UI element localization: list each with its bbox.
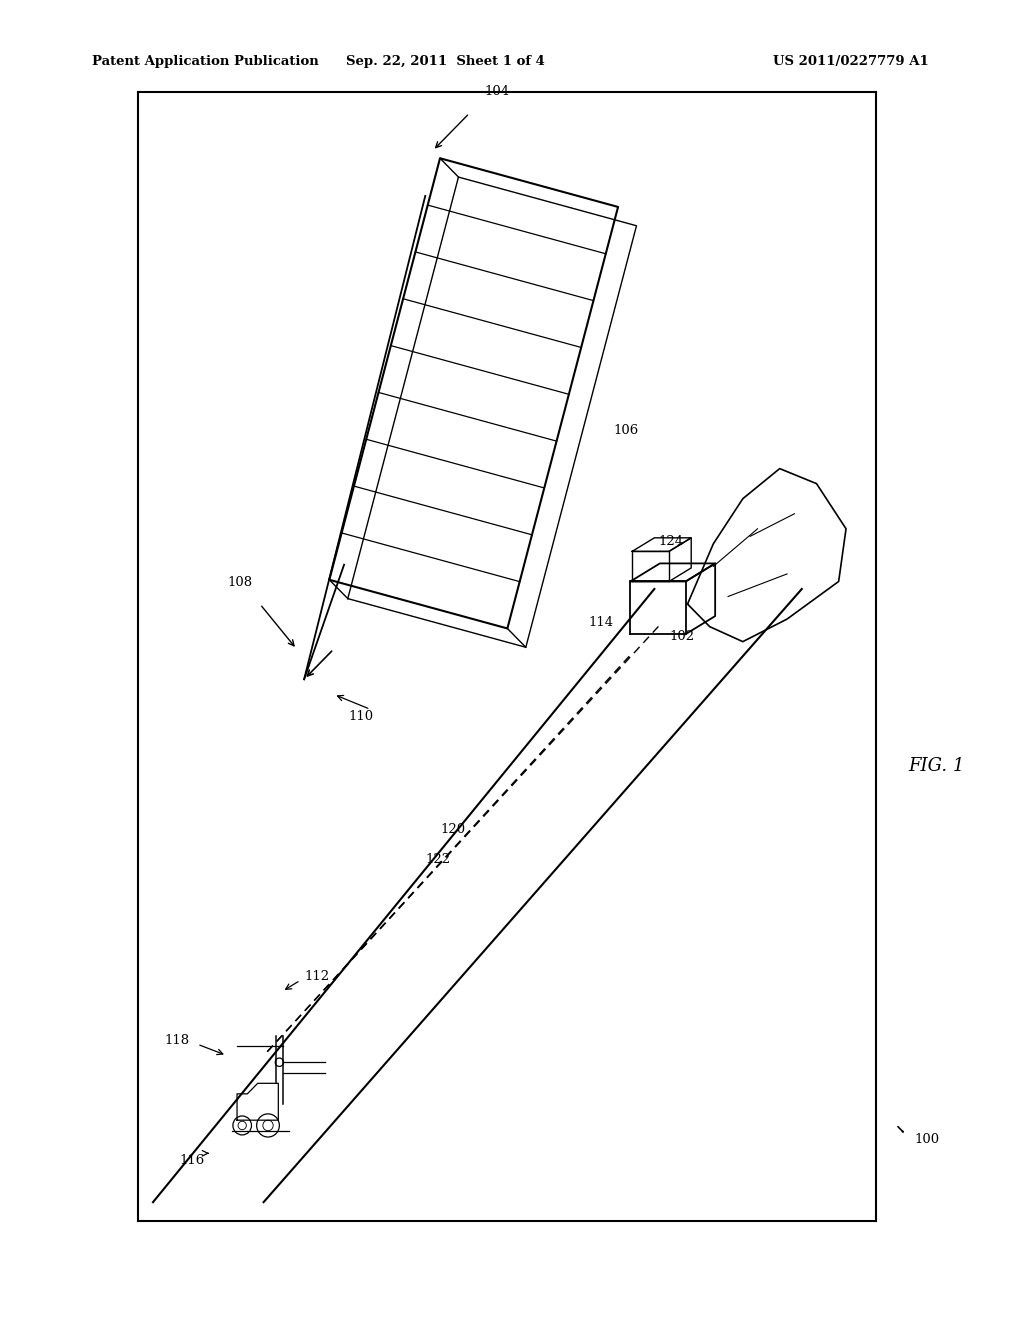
Text: 104: 104 <box>484 84 509 98</box>
Text: FIG. 1: FIG. 1 <box>908 756 966 775</box>
Text: 120: 120 <box>440 824 466 837</box>
Text: 108: 108 <box>227 576 253 589</box>
Text: Sep. 22, 2011  Sheet 1 of 4: Sep. 22, 2011 Sheet 1 of 4 <box>346 55 545 69</box>
Text: 122: 122 <box>426 853 451 866</box>
Text: 100: 100 <box>914 1133 940 1146</box>
Text: US 2011/0227779 A1: US 2011/0227779 A1 <box>773 55 929 69</box>
Text: 106: 106 <box>613 425 639 437</box>
Text: 118: 118 <box>165 1034 189 1047</box>
Text: 124: 124 <box>658 535 683 548</box>
Text: Patent Application Publication: Patent Application Publication <box>92 55 318 69</box>
Text: 112: 112 <box>304 970 330 983</box>
Text: 102: 102 <box>669 631 694 643</box>
Text: 114: 114 <box>589 616 613 630</box>
Text: 110: 110 <box>348 710 374 723</box>
Text: 116: 116 <box>179 1154 205 1167</box>
